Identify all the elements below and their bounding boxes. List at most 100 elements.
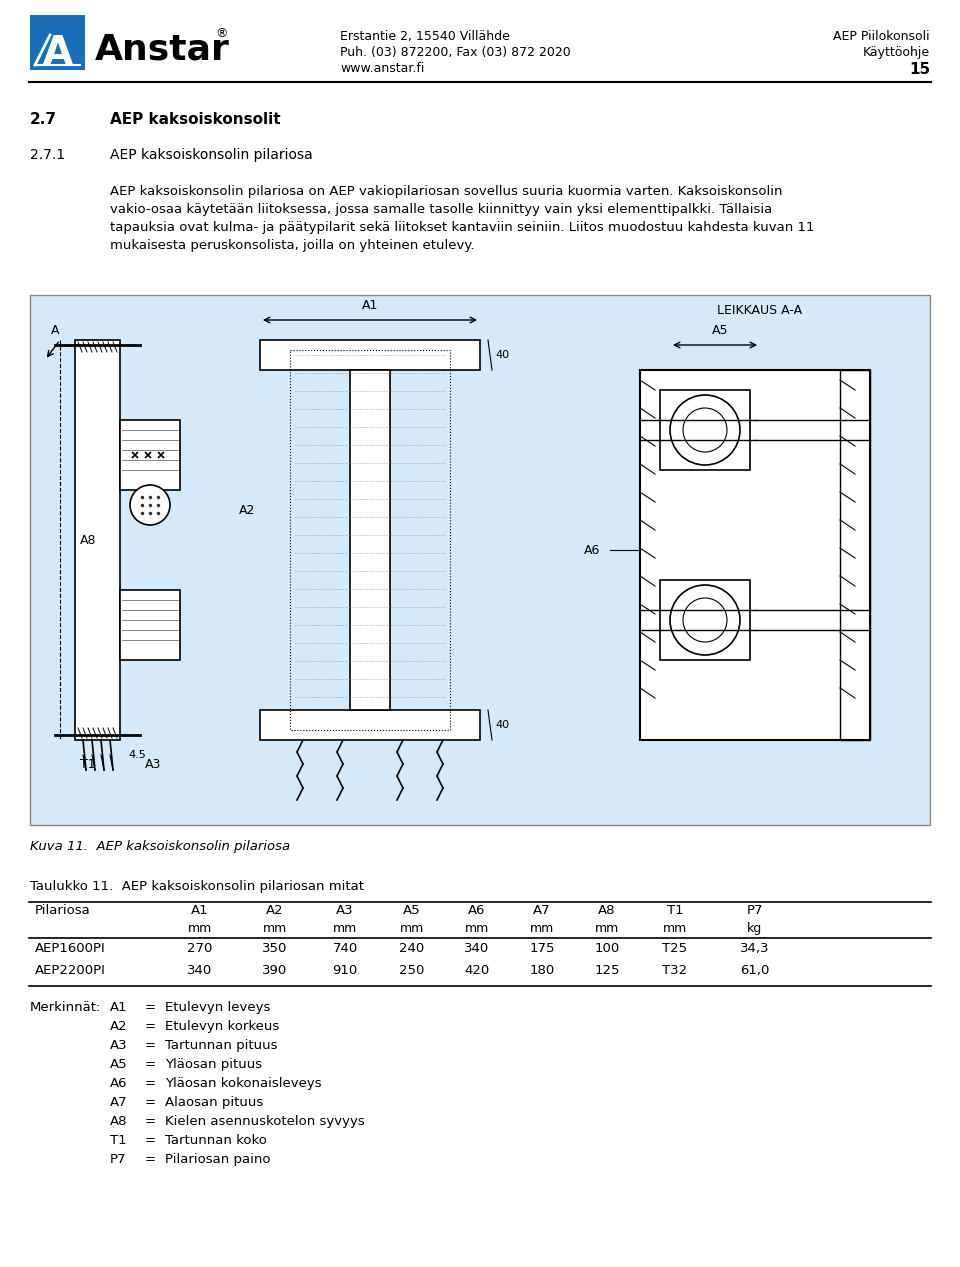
- Text: A7: A7: [533, 903, 551, 917]
- Text: 390: 390: [262, 964, 288, 977]
- FancyBboxPatch shape: [30, 295, 930, 825]
- Text: 740: 740: [332, 941, 358, 955]
- Text: Erstantie 2, 15540 Villähde: Erstantie 2, 15540 Villähde: [340, 30, 510, 43]
- Text: Puh. (03) 872200, Fax (03) 872 2020: Puh. (03) 872200, Fax (03) 872 2020: [340, 46, 571, 60]
- Text: 40: 40: [495, 720, 509, 730]
- Bar: [840, 370, 870, 740]
- Text: ®: ®: [215, 27, 228, 41]
- Text: 240: 240: [399, 941, 424, 955]
- Text: 40: 40: [495, 350, 509, 360]
- Text: T1: T1: [110, 1134, 127, 1147]
- Text: mm: mm: [400, 922, 424, 935]
- Text: P7: P7: [110, 1153, 127, 1166]
- Text: A: A: [43, 34, 73, 72]
- Bar: [120, 419, 180, 490]
- Text: 61,0: 61,0: [740, 964, 770, 977]
- Text: AEP kaksoiskonsolit: AEP kaksoiskonsolit: [110, 111, 280, 127]
- Text: T1: T1: [666, 903, 684, 917]
- Text: A3: A3: [110, 1039, 128, 1052]
- Text: =: =: [145, 1115, 156, 1128]
- Text: =: =: [145, 1077, 156, 1090]
- Text: Kielen asennuskotelon syvyys: Kielen asennuskotelon syvyys: [165, 1115, 365, 1128]
- Text: A6: A6: [110, 1077, 128, 1090]
- Text: A1: A1: [110, 1001, 128, 1014]
- Text: Pilariosa: Pilariosa: [35, 903, 91, 917]
- Text: A8: A8: [598, 903, 615, 917]
- Text: =: =: [145, 1058, 156, 1071]
- Text: 34,3: 34,3: [740, 941, 770, 955]
- Text: =: =: [145, 1039, 156, 1052]
- Text: AEP2200PI: AEP2200PI: [35, 964, 106, 977]
- Text: 270: 270: [187, 941, 213, 955]
- Text: Yläosan kokonaisleveys: Yläosan kokonaisleveys: [165, 1077, 322, 1090]
- Circle shape: [670, 585, 740, 655]
- Text: Anstar: Anstar: [95, 33, 229, 67]
- Text: A5: A5: [110, 1058, 128, 1071]
- Text: Tartunnan pituus: Tartunnan pituus: [165, 1039, 277, 1052]
- Text: A2: A2: [110, 1020, 128, 1033]
- Text: AEP Piilokonsoli: AEP Piilokonsoli: [833, 30, 930, 43]
- Text: Alaosan pituus: Alaosan pituus: [165, 1096, 263, 1109]
- Text: kg: kg: [748, 922, 762, 935]
- Text: mm: mm: [595, 922, 619, 935]
- Text: 250: 250: [399, 964, 424, 977]
- Text: 175: 175: [529, 941, 555, 955]
- Text: =: =: [145, 1134, 156, 1147]
- Text: 15: 15: [909, 62, 930, 77]
- Text: 125: 125: [594, 964, 620, 977]
- Text: A5: A5: [403, 903, 420, 917]
- Circle shape: [670, 395, 740, 465]
- Text: Tartunnan koko: Tartunnan koko: [165, 1134, 267, 1147]
- Text: Käyttöohje: Käyttöohje: [863, 46, 930, 60]
- Text: vakio-osaa käytetään liitoksessa, jossa samalle tasolle kiinnittyy vain yksi ele: vakio-osaa käytetään liitoksessa, jossa …: [110, 203, 772, 215]
- Text: mm: mm: [188, 922, 212, 935]
- Text: T32: T32: [662, 964, 687, 977]
- Text: A2: A2: [239, 503, 255, 517]
- Bar: [350, 370, 390, 710]
- Text: 340: 340: [187, 964, 212, 977]
- Text: mukaisesta peruskonsolista, joilla on yhteinen etulevy.: mukaisesta peruskonsolista, joilla on yh…: [110, 239, 474, 252]
- Text: Pilariosan paino: Pilariosan paino: [165, 1153, 271, 1166]
- Text: A6: A6: [468, 903, 486, 917]
- Text: =: =: [145, 1001, 156, 1014]
- Text: 420: 420: [465, 964, 490, 977]
- Text: A3: A3: [336, 903, 354, 917]
- Text: A7: A7: [110, 1096, 128, 1109]
- Text: mm: mm: [530, 922, 554, 935]
- Text: www.anstar.fi: www.anstar.fi: [340, 62, 424, 75]
- Text: T1: T1: [80, 759, 96, 772]
- Bar: [640, 370, 870, 740]
- Text: tapauksia ovat kulma- ja päätypilarit sekä liitokset kantaviin seiniin. Liitos m: tapauksia ovat kulma- ja päätypilarit se…: [110, 220, 814, 234]
- Text: A8: A8: [80, 533, 97, 546]
- Text: A6: A6: [584, 544, 600, 556]
- Text: 910: 910: [332, 964, 358, 977]
- Text: mm: mm: [465, 922, 490, 935]
- Text: 350: 350: [262, 941, 288, 955]
- Bar: [75, 340, 120, 740]
- Text: Merkinnät:: Merkinnät:: [30, 1001, 102, 1014]
- Text: A2: A2: [266, 903, 284, 917]
- Text: 2.7.1: 2.7.1: [30, 148, 65, 162]
- Text: mm: mm: [263, 922, 287, 935]
- Text: A3: A3: [145, 759, 161, 772]
- Bar: [290, 350, 450, 730]
- Bar: [660, 580, 750, 660]
- Text: A5: A5: [711, 323, 729, 337]
- Text: Taulukko 11.  AEP kaksoiskonsolin pilariosan mitat: Taulukko 11. AEP kaksoiskonsolin pilario…: [30, 881, 364, 893]
- Text: AEP kaksoiskonsolin pilariosa: AEP kaksoiskonsolin pilariosa: [110, 148, 313, 162]
- Text: =: =: [145, 1153, 156, 1166]
- Text: A: A: [51, 323, 60, 337]
- Text: mm: mm: [333, 922, 357, 935]
- Text: Kuva 11.  AEP kaksoiskonsolin pilariosa: Kuva 11. AEP kaksoiskonsolin pilariosa: [30, 840, 290, 853]
- Text: AEP1600PI: AEP1600PI: [35, 941, 106, 955]
- Bar: [260, 340, 480, 370]
- Bar: [120, 590, 180, 660]
- Text: =: =: [145, 1096, 156, 1109]
- Bar: [260, 710, 480, 740]
- Text: Etulevyn leveys: Etulevyn leveys: [165, 1001, 271, 1014]
- Text: P7: P7: [747, 903, 763, 917]
- Text: LEIKKAUS A-A: LEIKKAUS A-A: [717, 304, 803, 317]
- Text: Etulevyn korkeus: Etulevyn korkeus: [165, 1020, 279, 1033]
- Text: A8: A8: [110, 1115, 128, 1128]
- Text: 180: 180: [529, 964, 555, 977]
